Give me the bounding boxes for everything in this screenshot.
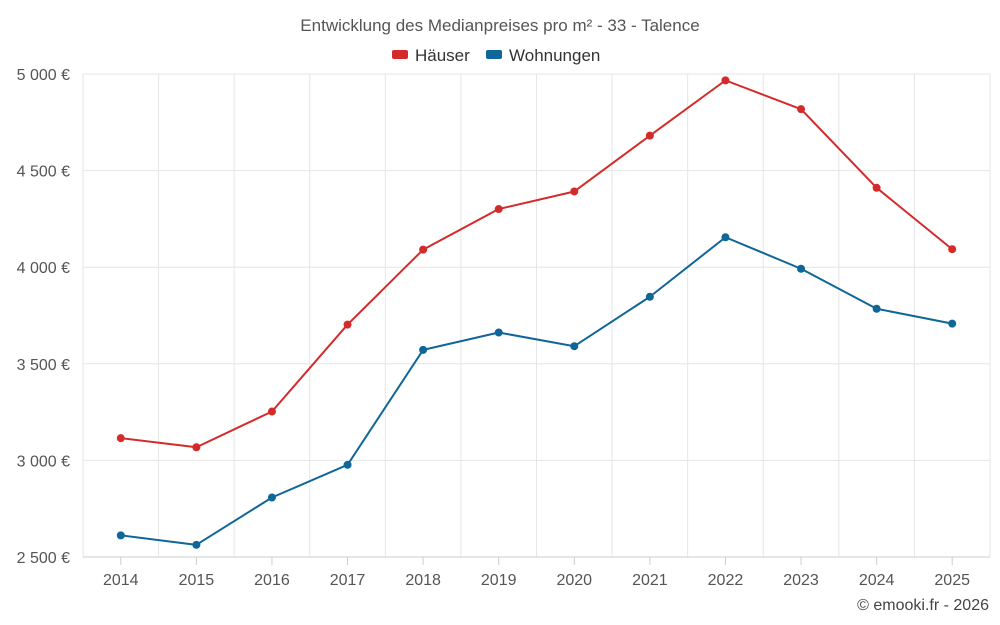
data-point-haeuser[interactable] (343, 320, 352, 329)
credit-text: © emooki.fr - 2026 (857, 597, 989, 614)
legend: Häuser Wohnungen (392, 46, 600, 65)
data-point-haeuser[interactable] (872, 183, 881, 192)
x-tick-label: 2018 (405, 572, 441, 589)
data-point-wohnungen[interactable] (797, 264, 806, 273)
data-point-haeuser[interactable] (721, 76, 730, 85)
series-line-haeuser (120, 79, 953, 449)
data-point-haeuser[interactable] (645, 131, 654, 140)
data-point-haeuser[interactable] (570, 187, 579, 196)
x-tick-label: 2022 (708, 572, 744, 589)
data-point-wohnungen[interactable] (192, 540, 201, 549)
x-tick-label: 2020 (556, 572, 592, 589)
legend-item-wohnungen[interactable]: Wohnungen (486, 46, 600, 65)
x-tick-label: 2017 (330, 572, 366, 589)
data-point-wohnungen[interactable] (721, 233, 730, 242)
x-tick-label: 2024 (859, 572, 895, 589)
data-point-wohnungen[interactable] (116, 531, 125, 540)
data-point-haeuser[interactable] (494, 205, 503, 214)
legend-item-haeuser[interactable]: Häuser (392, 46, 470, 65)
data-point-wohnungen[interactable] (948, 319, 957, 328)
data-point-haeuser[interactable] (948, 245, 957, 254)
data-point-haeuser[interactable] (192, 443, 201, 452)
data-point-wohnungen[interactable] (645, 292, 654, 301)
x-tick-label: 2023 (783, 572, 819, 589)
grid (82, 73, 991, 558)
data-point-wohnungen[interactable] (419, 345, 428, 354)
x-tick-label: 2016 (254, 572, 290, 589)
data-point-wohnungen[interactable] (570, 342, 579, 351)
chart-title: Entwicklung des Medianpreises pro m² - 3… (300, 16, 699, 35)
y-tick-label: 4 500 € (17, 164, 70, 181)
data-point-haeuser[interactable] (116, 434, 125, 443)
x-tick-label: 2025 (934, 572, 970, 589)
y-tick-label: 2 500 € (17, 550, 70, 567)
legend-marker-haeuser (392, 50, 408, 59)
y-tick-label: 3 500 € (17, 357, 70, 374)
y-tick-label: 3 000 € (17, 453, 70, 470)
series-line-wohnungen (120, 236, 953, 546)
x-tick-label: 2014 (103, 572, 139, 589)
x-tick-label: 2015 (179, 572, 215, 589)
legend-label-haeuser: Häuser (415, 46, 470, 65)
series (116, 76, 957, 549)
x-axis: 2014 2015 2016 2017 2018 2019 2020 2021 2022 2023… (103, 557, 970, 589)
y-tick-label: 4 000 € (17, 260, 70, 277)
y-tick-label: 5 000 € (17, 67, 70, 84)
data-point-haeuser[interactable] (797, 105, 806, 114)
x-tick-label: 2021 (632, 572, 668, 589)
data-point-wohnungen[interactable] (267, 493, 276, 502)
data-point-wohnungen[interactable] (494, 328, 503, 337)
x-tick-label: 2019 (481, 572, 517, 589)
legend-marker-wohnungen (486, 50, 502, 59)
data-point-wohnungen[interactable] (343, 460, 352, 469)
data-point-haeuser[interactable] (419, 245, 428, 254)
data-point-wohnungen[interactable] (872, 304, 881, 313)
data-point-haeuser[interactable] (267, 407, 276, 416)
y-axis: 2 500 € 3 000 € 3 500 € 4 000 € 4 500 € 5 000… (17, 67, 70, 567)
legend-label-wohnungen: Wohnungen (509, 46, 600, 65)
